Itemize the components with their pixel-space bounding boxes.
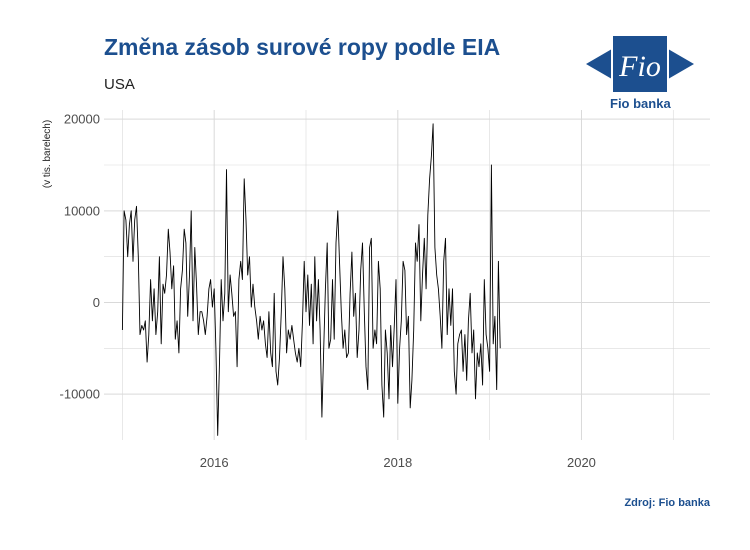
logo-center-box xyxy=(611,34,669,94)
logo-mark-text: Fio xyxy=(618,50,661,83)
axis-labels: -10000 0 10000 20000 2016 2018 2020 xyxy=(60,112,596,470)
fio-logo: Fio xyxy=(586,34,694,94)
y-axis-label: (v tis. barelech) xyxy=(42,120,53,188)
x-tick-label: 2018 xyxy=(383,455,412,470)
source-note: Zdroj: Fio banka xyxy=(624,497,710,509)
y-tick-label: 20000 xyxy=(64,112,100,127)
grid-lines xyxy=(104,110,710,440)
y-tick-label: 10000 xyxy=(64,203,100,218)
chart-title: Změna zásob surové ropy podle EIA xyxy=(104,34,501,60)
y-tick-label: 0 xyxy=(93,295,100,310)
logo-caption: Fio banka xyxy=(610,96,671,111)
series-layer xyxy=(121,123,501,436)
x-tick-label: 2016 xyxy=(200,455,229,470)
chart-subtitle: USA xyxy=(104,76,135,93)
x-tick-label: 2020 xyxy=(567,455,596,470)
y-tick-label: -10000 xyxy=(60,387,100,402)
series-line xyxy=(121,123,501,436)
